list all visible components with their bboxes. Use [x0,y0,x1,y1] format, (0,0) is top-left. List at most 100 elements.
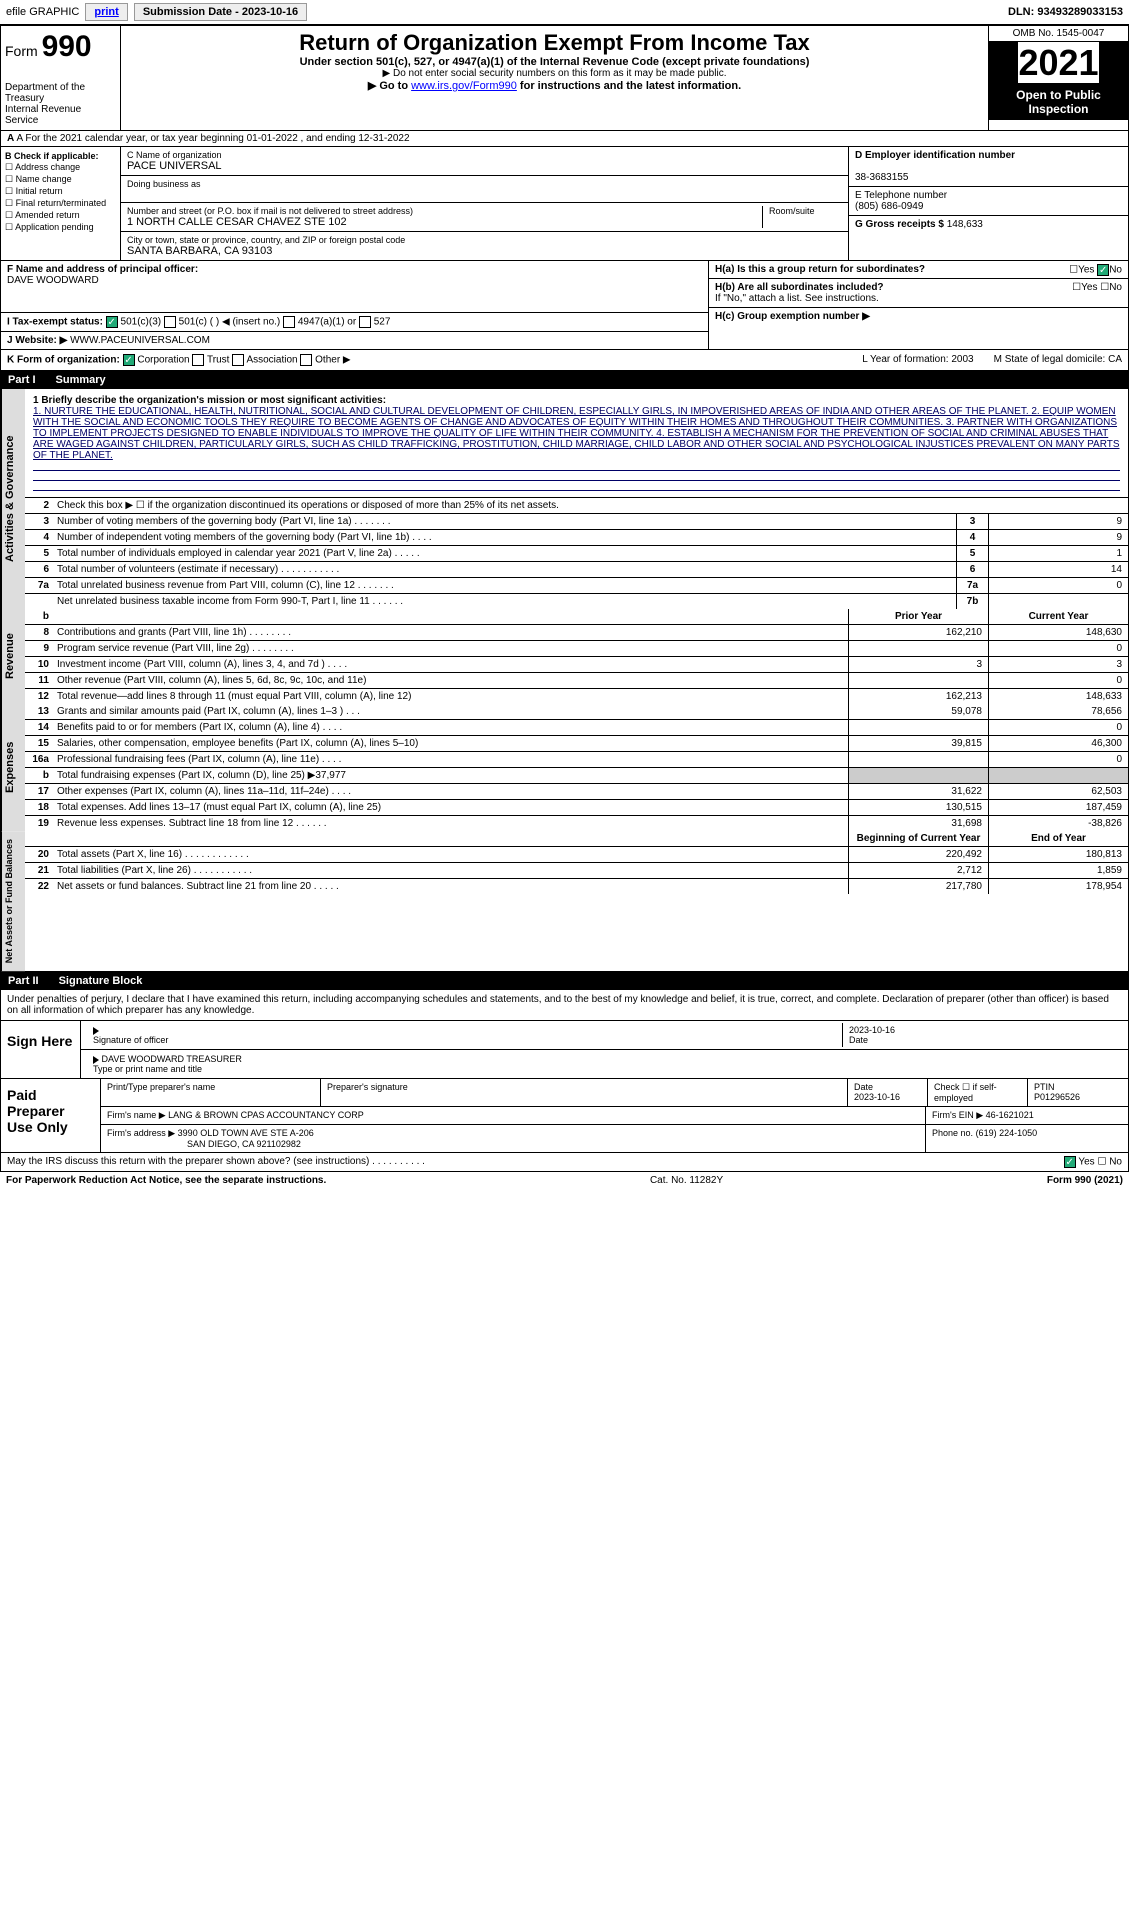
omb-number: OMB No. 1545-0047 [989,26,1128,42]
org-city: SANTA BARBARA, CA 93103 [127,245,272,257]
check-amended-return[interactable]: ☐ Amended return [5,210,116,221]
tax-exempt-label: I Tax-exempt status: [7,317,103,328]
mission-label: 1 Briefly describe the organization's mi… [33,395,386,406]
prep-date: 2023-10-16 [854,1092,900,1102]
year-formation: L Year of formation: 2003 [862,354,973,366]
line-row: 7aTotal unrelated business revenue from … [25,578,1128,594]
prep-addr2: SAN DIEGO, CA 921102982 [187,1139,301,1149]
side-label-netassets: Net Assets or Fund Balances [1,831,25,971]
irs-link[interactable]: www.irs.gov/Form990 [411,80,517,92]
line-row: 18Total expenses. Add lines 13–17 (must … [25,800,1128,816]
ha-no-check: ✓ [1097,264,1109,276]
open-public-badge: Open to Public Inspection [989,84,1128,120]
gross-label: G Gross receipts $ [855,219,944,230]
line-row: 22Net assets or fund balances. Subtract … [25,879,1128,894]
line-row: 14Benefits paid to or for members (Part … [25,720,1128,736]
line-row: 12Total revenue—add lines 8 through 11 (… [25,689,1128,704]
top-bar: efile GRAPHIC print Submission Date - 20… [0,0,1129,25]
hb-label: H(b) Are all subordinates included? [715,282,884,293]
line-row: 15Salaries, other compensation, employee… [25,736,1128,752]
line-row: 21Total liabilities (Part X, line 26) . … [25,863,1128,879]
prior-year-header: Prior Year [848,609,988,624]
sig-date-label: Date [849,1035,868,1045]
discuss-yes-check[interactable]: ✓ [1064,1156,1076,1168]
prep-addr1: 3990 OLD TOWN AVE STE A-206 [178,1128,314,1138]
line-row: Net unrelated business taxable income fr… [25,594,1128,609]
org-address: 1 NORTH CALLE CESAR CHAVEZ STE 102 [127,216,347,228]
form-title: Return of Organization Exempt From Incom… [125,30,984,56]
sig-name-label: Type or print name and title [93,1064,202,1074]
side-label-revenue: Revenue [1,609,25,704]
prep-ein: 46-1621021 [986,1110,1034,1120]
prep-name-label: Print/Type preparer's name [101,1079,321,1106]
ssn-note: ▶ Do not enter social security numbers o… [125,68,984,79]
print-button[interactable]: print [85,3,127,21]
ein-value: 38-3683155 [855,172,908,183]
check-address-change[interactable]: ☐ Address change [5,162,116,173]
officer-label: F Name and address of principal officer: [7,264,198,275]
website-label: J Website: ▶ [7,335,67,346]
lower-block: F Name and address of principal officer:… [0,261,1129,350]
form-version: Form 990 (2021) [1047,1175,1123,1186]
prep-firm: LANG & BROWN CPAS ACCOUNTANCY CORP [168,1110,364,1120]
tax-year: 2021 [989,42,1128,84]
tel-label: E Telephone number [855,190,947,201]
tel-value: (805) 686-0949 [855,201,923,212]
sig-date-value: 2023-10-16 [849,1025,895,1035]
mission-text: 1. NURTURE THE EDUCATIONAL, HEALTH, NUTR… [33,406,1120,461]
dln-label: DLN: 93493289033153 [1008,6,1123,18]
check-final-return[interactable]: ☐ Final return/terminated [5,198,116,209]
check-501c3[interactable]: ✓ [106,316,118,328]
discuss-row: May the IRS discuss this return with the… [0,1153,1129,1172]
check-527[interactable] [359,316,371,328]
check-501c[interactable] [164,316,176,328]
line-row: 11Other revenue (Part VIII, column (A), … [25,673,1128,689]
hc-label: H(c) Group exemption number ▶ [715,311,870,322]
row-k: K Form of organization: ✓ Corporation Tr… [0,350,1129,371]
gross-value: 148,633 [947,219,983,230]
name-label: C Name of organization [127,150,222,160]
line-row: 8Contributions and grants (Part VIII, li… [25,625,1128,641]
line-row: 4Number of independent voting members of… [25,530,1128,546]
line-row: 19Revenue less expenses. Subtract line 1… [25,816,1128,831]
beginning-year-header: Beginning of Current Year [848,831,988,846]
org-name: PACE UNIVERSAL [127,160,222,172]
irs-label: Internal Revenue Service [5,104,116,126]
hb-note: If "No," attach a list. See instructions… [715,293,879,304]
row-a: A A For the 2021 calendar year, or tax y… [0,131,1129,147]
goto-line: ▶ Go to www.irs.gov/Form990 for instruct… [125,79,984,92]
paid-preparer-block: Paid Preparer Use Only Print/Type prepar… [0,1079,1129,1153]
form-subtitle: Under section 501(c), 527, or 4947(a)(1)… [125,56,984,68]
side-label-governance: Activities & Governance [1,389,25,609]
sig-officer-label: Signature of officer [93,1035,168,1045]
check-initial-return[interactable]: ☐ Initial return [5,186,116,197]
line-row: 3Number of voting members of the governi… [25,514,1128,530]
line-row: 16aProfessional fundraising fees (Part I… [25,752,1128,768]
check-4947[interactable] [283,316,295,328]
line-row: bTotal fundraising expenses (Part IX, co… [25,768,1128,784]
arrow-icon [93,1056,99,1064]
sign-here-label: Sign Here [1,1021,81,1078]
check-name-change[interactable]: ☐ Name change [5,174,116,185]
addr-label: Number and street (or P.O. box if mail i… [127,206,413,216]
check-corporation[interactable]: ✓ [123,354,135,366]
efile-label: efile GRAPHIC [6,6,79,18]
line-row: 17Other expenses (Part IX, column (A), l… [25,784,1128,800]
line2-desc: Check this box ▶ ☐ if the organization d… [53,498,1128,513]
check-trust[interactable] [192,354,204,366]
check-association[interactable] [232,354,244,366]
dba-label: Doing business as [127,179,201,189]
entity-block: B Check if applicable: ☐ Address change … [0,147,1129,261]
ein-label: D Employer identification number [855,150,1015,161]
form-number: Form 990 [5,30,116,64]
check-application-pending[interactable]: ☐ Application pending [5,222,116,233]
city-label: City or town, state or province, country… [127,235,405,245]
dept-label: Department of the Treasury [5,82,116,104]
line-row: 10Investment income (Part VIII, column (… [25,657,1128,673]
submission-date: Submission Date - 2023-10-16 [134,3,307,21]
line-row: 13Grants and similar amounts paid (Part … [25,704,1128,720]
arrow-icon [93,1027,99,1035]
check-other[interactable] [300,354,312,366]
state-domicile: M State of legal domicile: CA [994,354,1122,366]
current-year-header: Current Year [988,609,1128,624]
